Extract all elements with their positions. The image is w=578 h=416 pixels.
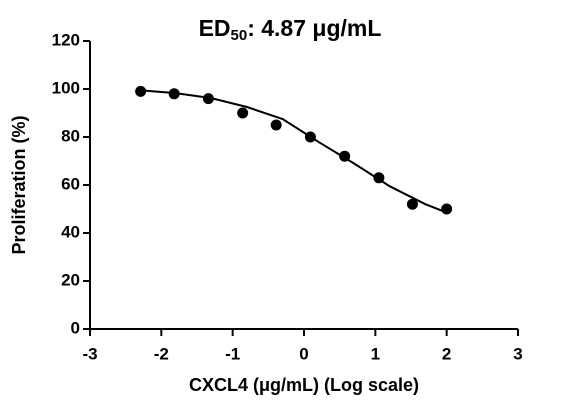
data-point bbox=[406, 198, 418, 210]
x-axis-label: CXCL4 (μg/mL) (Log scale) bbox=[189, 375, 419, 395]
data-point bbox=[168, 88, 180, 100]
y-tick-label: 0 bbox=[71, 318, 80, 337]
data-point bbox=[441, 203, 453, 215]
y-tick-label: 100 bbox=[52, 78, 80, 97]
x-tick-label: -2 bbox=[154, 344, 169, 363]
x-tick-label: 1 bbox=[371, 344, 380, 363]
x-tick-label: 3 bbox=[513, 344, 522, 363]
data-point bbox=[237, 107, 249, 119]
fit-curve bbox=[139, 89, 448, 214]
data-point bbox=[373, 172, 385, 184]
title-subscript: 50 bbox=[231, 27, 248, 44]
chart-title: ED50: 4.87 μg/mL bbox=[199, 15, 382, 44]
x-tick-label: 2 bbox=[442, 344, 451, 363]
data-point bbox=[304, 131, 316, 143]
data-point bbox=[339, 150, 351, 162]
data-point bbox=[270, 119, 282, 131]
y-tick-label: 120 bbox=[52, 30, 80, 49]
y-tick-label: 40 bbox=[61, 222, 80, 241]
data-point bbox=[135, 85, 147, 97]
y-tick-label: 80 bbox=[61, 126, 80, 145]
title-part: ED bbox=[199, 15, 231, 41]
x-tick-label: -1 bbox=[225, 344, 240, 363]
y-axis-label: Proliferation (%) bbox=[9, 115, 29, 254]
x-tick-label: 0 bbox=[299, 344, 308, 363]
x-tick-label: -3 bbox=[82, 344, 97, 363]
title-part: : 4.87 μg/mL bbox=[247, 15, 381, 41]
data-point bbox=[202, 93, 214, 105]
y-tick-label: 60 bbox=[61, 174, 80, 193]
y-tick-label: 20 bbox=[61, 270, 80, 289]
